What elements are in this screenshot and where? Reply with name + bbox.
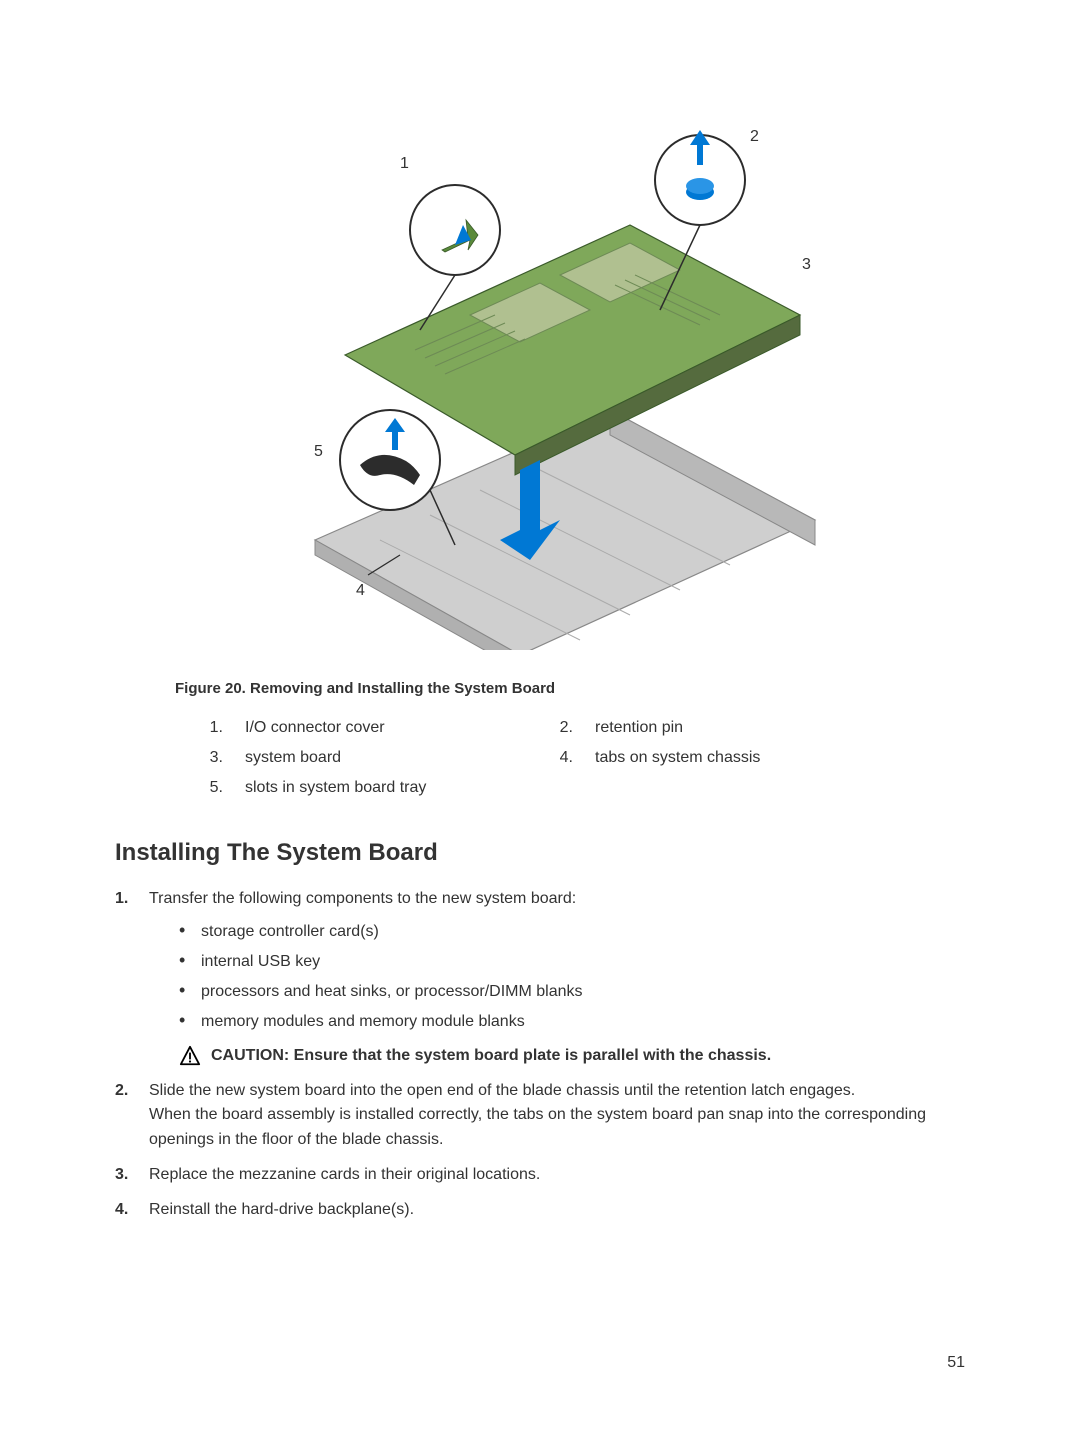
caution-icon bbox=[179, 1045, 201, 1067]
list-item: internal USB key bbox=[179, 950, 965, 974]
legend-item: 2. retention pin bbox=[545, 719, 895, 737]
system-board-diagram: 1 2 3 4 5 bbox=[260, 100, 820, 650]
figure-legend: 1. I/O connector cover 3. system board 5… bbox=[195, 719, 965, 809]
legend-text: system board bbox=[245, 749, 341, 767]
legend-num: 1. bbox=[195, 719, 223, 737]
list-item: processors and heat sinks, or processor/… bbox=[179, 980, 965, 1004]
callout-4: 4 bbox=[356, 582, 365, 600]
callout-5: 5 bbox=[314, 443, 323, 461]
legend-num: 4. bbox=[545, 749, 573, 767]
step-1: Transfer the following components to the… bbox=[115, 887, 965, 1069]
callout-2: 2 bbox=[750, 128, 759, 146]
legend-text: slots in system board tray bbox=[245, 779, 426, 797]
legend-item: 5. slots in system board tray bbox=[195, 779, 545, 797]
list-item: memory modules and memory module blanks bbox=[179, 1010, 965, 1034]
legend-text: I/O connector cover bbox=[245, 719, 385, 737]
steps-list: Transfer the following components to the… bbox=[115, 887, 965, 1223]
step-4: Reinstall the hard-drive backplane(s). bbox=[115, 1198, 965, 1223]
caution-text: CAUTION: Ensure that the system board pl… bbox=[211, 1044, 771, 1069]
figure-area: 1 2 3 4 5 bbox=[115, 100, 965, 650]
caution-block: CAUTION: Ensure that the system board pl… bbox=[149, 1044, 965, 1069]
page-number: 51 bbox=[947, 1354, 965, 1372]
step-text: Slide the new system board into the open… bbox=[149, 1082, 855, 1099]
step-text: Reinstall the hard-drive backplane(s). bbox=[149, 1201, 414, 1218]
legend-text: tabs on system chassis bbox=[595, 749, 760, 767]
legend-item: 3. system board bbox=[195, 749, 545, 767]
step-2: Slide the new system board into the open… bbox=[115, 1079, 965, 1153]
legend-num: 2. bbox=[545, 719, 573, 737]
step-1-sublist: storage controller card(s) internal USB … bbox=[149, 920, 965, 1034]
legend-item: 1. I/O connector cover bbox=[195, 719, 545, 737]
step-text-cont: When the board assembly is installed cor… bbox=[149, 1106, 926, 1148]
legend-text: retention pin bbox=[595, 719, 683, 737]
step-3: Replace the mezzanine cards in their ori… bbox=[115, 1163, 965, 1188]
callout-1: 1 bbox=[400, 155, 409, 173]
callout-3: 3 bbox=[802, 256, 811, 274]
legend-num: 5. bbox=[195, 779, 223, 797]
legend-item: 4. tabs on system chassis bbox=[545, 749, 895, 767]
step-text: Transfer the following components to the… bbox=[149, 890, 576, 907]
section-heading: Installing The System Board bbox=[115, 839, 965, 867]
figure-caption: Figure 20. Removing and Installing the S… bbox=[175, 680, 965, 697]
legend-num: 3. bbox=[195, 749, 223, 767]
step-text: Replace the mezzanine cards in their ori… bbox=[149, 1166, 540, 1183]
list-item: storage controller card(s) bbox=[179, 920, 965, 944]
